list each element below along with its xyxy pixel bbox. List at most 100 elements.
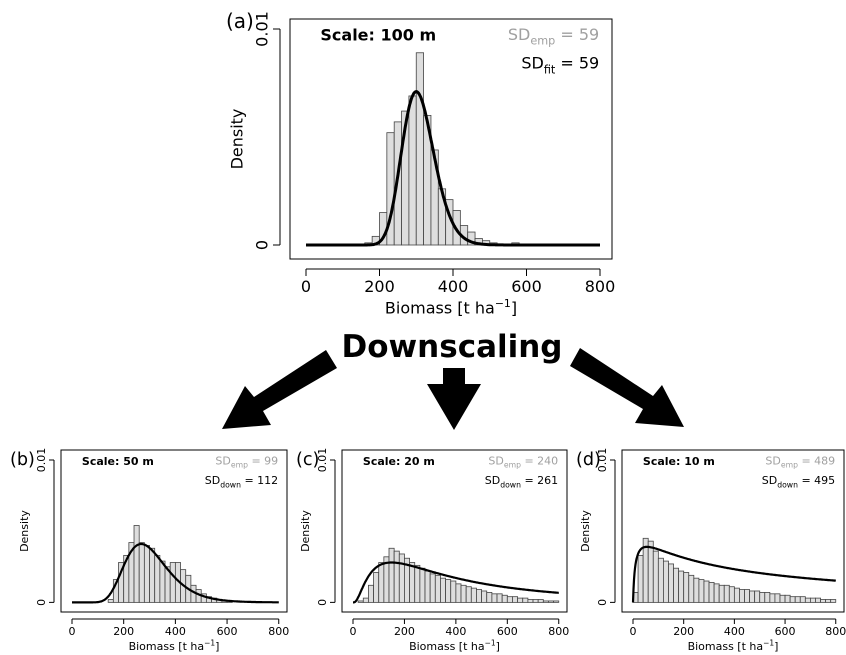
y-tick-label: 0 bbox=[35, 599, 48, 606]
histogram-bar bbox=[527, 599, 534, 603]
sd-fitted: SDdown = 495 bbox=[762, 474, 835, 489]
histogram-bar bbox=[708, 582, 715, 603]
plot-frame bbox=[341, 449, 568, 613]
plot-frame bbox=[621, 449, 845, 613]
histogram-bar bbox=[532, 599, 539, 603]
histogram-bar bbox=[398, 553, 405, 603]
histogram-bar bbox=[429, 573, 436, 603]
arrow-right-icon bbox=[570, 348, 684, 427]
x-tick-label: 400 bbox=[165, 625, 186, 638]
panel-label: (b) bbox=[10, 450, 35, 470]
x-tick-label: 800 bbox=[548, 625, 569, 638]
x-axis-label: Biomass [t ha−1] bbox=[129, 638, 220, 652]
x-tick-label: 800 bbox=[825, 625, 846, 638]
fitted-density-curve bbox=[72, 542, 279, 604]
histogram-bar bbox=[713, 583, 720, 603]
y-axis-label: Density bbox=[228, 109, 247, 170]
histogram-bar bbox=[754, 590, 761, 603]
histogram-bar bbox=[698, 579, 705, 603]
panel-label: (d) bbox=[576, 450, 601, 470]
histogram-bar bbox=[373, 572, 380, 603]
sd-empirical: SDemp = 99 bbox=[215, 454, 278, 469]
histogram-bar bbox=[450, 580, 457, 603]
histogram-bar bbox=[779, 594, 786, 603]
histogram-bar bbox=[506, 596, 513, 603]
histogram-bar bbox=[149, 547, 156, 603]
histogram-bar bbox=[512, 596, 518, 603]
histogram-bar bbox=[434, 574, 441, 603]
histogram-bar bbox=[683, 572, 690, 603]
histogram-bar bbox=[774, 593, 781, 603]
histogram-bar bbox=[362, 597, 369, 603]
histogram-bar bbox=[409, 562, 416, 603]
panel-label: (c) bbox=[296, 450, 319, 470]
histogram-bar bbox=[415, 52, 424, 246]
histogram-bar bbox=[368, 584, 374, 603]
x-axis-label: Biomass [t ha−1] bbox=[409, 638, 500, 652]
histogram-bar bbox=[419, 567, 426, 603]
x-tick-label: 200 bbox=[364, 277, 395, 296]
x-axis-label: Biomass [t ha−1] bbox=[385, 297, 517, 317]
panel-label: (a) bbox=[226, 9, 254, 33]
histogram-bar bbox=[408, 95, 417, 246]
downscaling-label: Downscaling bbox=[342, 329, 563, 365]
histogram-bar bbox=[764, 592, 771, 603]
histogram-bar bbox=[789, 596, 796, 603]
x-tick-label: 200 bbox=[673, 625, 694, 638]
chart-panel-c: 0 200 400 600 800 Biomass [t ha−1] 0 0.01 Densit… bbox=[296, 448, 569, 653]
x-tick-label: 400 bbox=[724, 625, 745, 638]
histogram-bar bbox=[693, 577, 700, 603]
fitted-density-curve bbox=[353, 561, 559, 604]
histogram-bar bbox=[486, 592, 493, 603]
histogram-bar bbox=[548, 600, 555, 603]
y-tick-label: 0 bbox=[252, 240, 271, 250]
y-axis-label: Density bbox=[18, 510, 31, 552]
chart-panel-d: 0 200 400 600 800 Biomass [t ha−1] 0 0.01 Densit… bbox=[576, 448, 846, 653]
histogram-bar bbox=[703, 580, 710, 603]
x-tick-label: 0 bbox=[350, 625, 357, 638]
histogram-bar bbox=[799, 596, 806, 603]
histogram-bar bbox=[728, 586, 735, 603]
histogram-bar bbox=[481, 590, 488, 603]
histogram-bar bbox=[739, 589, 745, 603]
sd-empirical: SDemp = 59 bbox=[508, 25, 599, 48]
histogram-bar bbox=[393, 550, 400, 603]
histogram-bar bbox=[537, 599, 544, 603]
histogram-bar bbox=[138, 542, 145, 603]
histogram-bar bbox=[678, 570, 685, 603]
histogram-bar bbox=[143, 545, 150, 603]
histogram-bar bbox=[388, 547, 395, 603]
histogram-bar bbox=[460, 584, 467, 603]
sd-fitted: SDdown = 261 bbox=[485, 474, 558, 489]
arrow-down-icon bbox=[427, 368, 481, 430]
fitted-density-curve bbox=[631, 545, 836, 603]
fitted-density-curve bbox=[306, 90, 600, 247]
histogram-bar bbox=[673, 567, 680, 603]
histogram-bar bbox=[810, 597, 816, 603]
histogram-bar bbox=[769, 593, 776, 603]
histogram-bar bbox=[357, 600, 364, 603]
histogram-bar bbox=[159, 560, 166, 603]
sd-empirical: SDemp = 489 bbox=[765, 454, 835, 469]
y-tick-label: 0.01 bbox=[252, 11, 271, 47]
histogram-bar bbox=[522, 597, 529, 603]
histogram-bar bbox=[688, 574, 695, 603]
histogram-bar bbox=[470, 587, 477, 603]
histogram-bar bbox=[378, 562, 385, 603]
histogram-bar bbox=[723, 584, 730, 603]
histogram-bar bbox=[553, 600, 560, 603]
y-tick-label: 0 bbox=[316, 599, 329, 606]
histogram-bar bbox=[637, 554, 644, 603]
histogram-bar bbox=[820, 599, 827, 603]
histogram-bar bbox=[414, 564, 421, 603]
y-tick-label: 0.01 bbox=[316, 448, 329, 473]
arrow-left-icon bbox=[222, 350, 337, 429]
histogram-bar bbox=[424, 570, 431, 603]
histogram-bar bbox=[465, 586, 472, 603]
histogram-bar bbox=[501, 594, 508, 603]
histogram-bar bbox=[652, 550, 659, 603]
histogram-bar bbox=[647, 540, 654, 603]
sd-fitted: SDdown = 112 bbox=[205, 474, 278, 489]
histogram-bar bbox=[496, 593, 503, 603]
